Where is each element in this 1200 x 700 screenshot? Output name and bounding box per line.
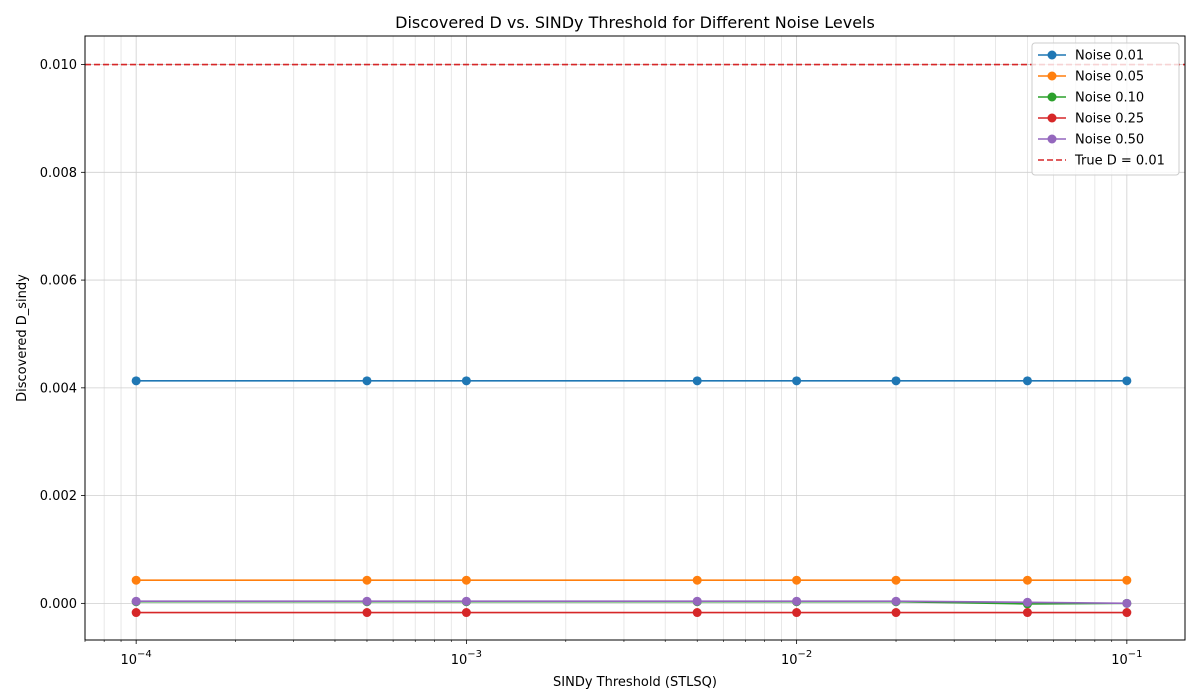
data-point [792,376,802,386]
data-point [692,596,702,606]
series-5 [131,596,1132,608]
data-point [131,608,141,618]
data-point [1122,598,1132,608]
data-point [692,608,702,618]
data-point [1122,575,1132,585]
data-point [792,608,802,618]
data-point [131,596,141,606]
data-point [1022,575,1032,585]
series-2 [131,575,1132,585]
legend-swatch-marker [1047,71,1057,81]
legend-item: Noise 0.10 [1038,91,1144,106]
legend-item: Noise 0.50 [1038,133,1144,148]
legend-label: Noise 0.01 [1075,49,1144,64]
x-tick-label: 10−3 [451,649,482,668]
legend-swatch-marker [1047,134,1057,144]
legend-swatch-marker [1047,92,1057,102]
legend-label: Noise 0.50 [1075,133,1144,148]
y-tick-label: 0.008 [40,166,77,181]
data-point [461,596,471,606]
legend: Noise 0.01 Noise 0.05 Noise 0.10 Noise 0.25… [1031,42,1180,176]
data-point [891,608,901,618]
legend-label: Noise 0.05 [1075,70,1144,85]
data-point [1022,376,1032,386]
data-point [131,376,141,386]
data-point [362,575,372,585]
plot-frame [84,35,1186,641]
data-point [362,608,372,618]
data-point [362,376,372,386]
y-tick-label: 0.002 [40,489,77,504]
data-point [891,575,901,585]
data-point [461,376,471,386]
ticks: 10−4 10−3 10−2 10−1 0.000 0.002 0.004 0.006 0.00… [40,58,1143,668]
x-axis-label: SINDy Threshold (STLSQ) [553,675,717,690]
legend-item: Noise 0.25 [1038,112,1144,127]
grid [84,36,1185,640]
data-point [461,608,471,618]
series-layer [131,376,1132,618]
y-tick-label: 0.000 [40,597,77,612]
legend-item: Noise 0.01 [1038,49,1144,64]
legend-label: Noise 0.10 [1075,91,1144,106]
legend-item: Noise 0.05 [1038,70,1144,85]
x-tick-label: 10−4 [121,649,152,668]
data-point [362,596,372,606]
y-axis-label: Discovered D_sindy [15,274,30,402]
data-point [461,575,471,585]
data-point [131,575,141,585]
y-tick-label: 0.006 [40,274,77,289]
legend-label: Noise 0.25 [1075,112,1144,127]
data-point [792,596,802,606]
series-1 [131,376,1132,386]
series-4 [131,608,1132,618]
x-tick-label: 10−2 [781,649,812,668]
data-point [1122,608,1132,618]
data-point [1122,376,1132,386]
legend-box [1031,42,1180,176]
legend-label: True D = 0.01 [1074,154,1165,169]
y-tick-label: 0.004 [40,381,77,396]
x-tick-label: 10−1 [1111,649,1142,668]
data-point [891,376,901,386]
legend-item: True D = 0.01 [1038,154,1165,169]
y-tick-label: 0.010 [40,58,77,73]
chart-title: Discovered D vs. SINDy Threshold for Dif… [395,13,875,32]
series-3 [131,597,1132,609]
series-line [136,600,1127,605]
data-point [692,575,702,585]
data-point [792,575,802,585]
data-point [1022,597,1032,607]
data-point [1022,608,1032,618]
legend-swatch-marker [1047,113,1057,123]
legend-swatch-marker [1047,50,1057,60]
data-point [891,596,901,606]
data-point [692,376,702,386]
